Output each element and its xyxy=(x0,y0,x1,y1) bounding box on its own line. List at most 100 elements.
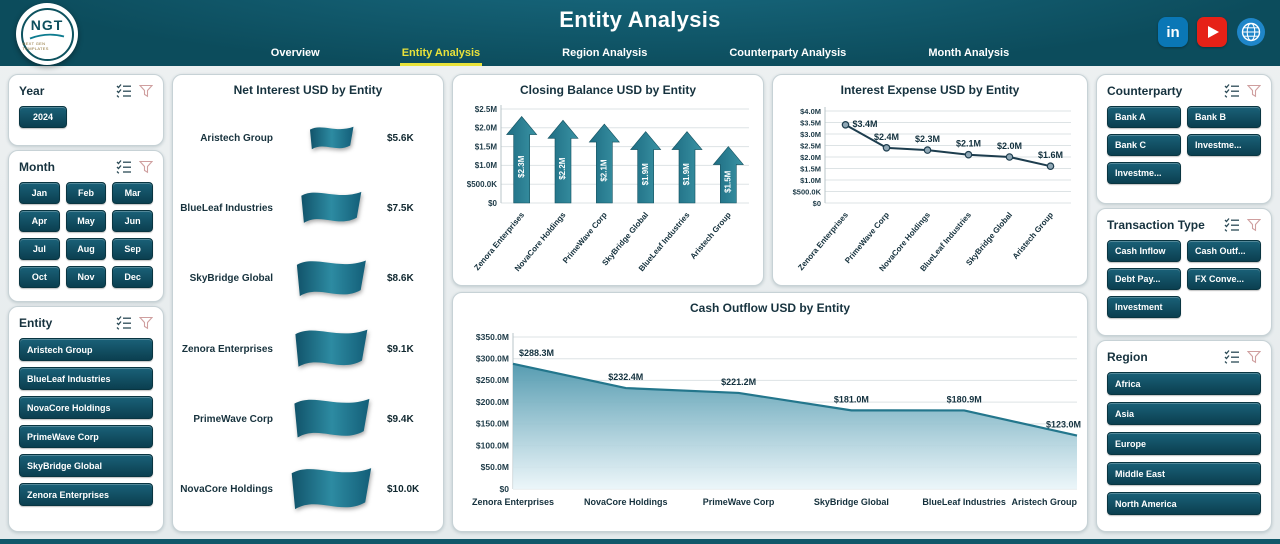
transaction-type-button[interactable]: Cash Outf... xyxy=(1187,240,1261,262)
entity-filter-title: Entity xyxy=(19,315,53,330)
svg-text:$2.0M: $2.0M xyxy=(997,141,1022,151)
slicer-list-icon[interactable] xyxy=(116,315,132,330)
month-button[interactable]: Feb xyxy=(65,182,107,204)
region-button[interactable]: Middle East xyxy=(1107,462,1261,485)
svg-text:$500.0K: $500.0K xyxy=(467,180,497,189)
month-button[interactable]: Aug xyxy=(65,238,107,260)
logo-subtext: NEXT GEN TEMPLATES xyxy=(22,40,49,51)
flag-row: PrimeWave Corp $9.4K xyxy=(179,384,437,454)
net-interest-panel: Net Interest USD by Entity Aristech Grou… xyxy=(172,74,444,532)
slicer-list-icon[interactable] xyxy=(116,159,132,174)
region-button[interactable]: Asia xyxy=(1107,402,1261,425)
entity-button[interactable]: PrimeWave Corp xyxy=(19,425,153,448)
linkedin-icon[interactable]: in xyxy=(1158,17,1188,47)
filter-icon[interactable] xyxy=(139,160,153,174)
nav-overview[interactable]: Overview xyxy=(270,47,320,59)
svg-text:$1.5M: $1.5M xyxy=(800,164,821,173)
slicer-list-icon[interactable] xyxy=(1224,349,1240,364)
month-button[interactable]: Jun xyxy=(112,210,153,232)
month-button[interactable]: Nov xyxy=(65,266,107,288)
flag-row: SkyBridge Global $8.6K xyxy=(179,244,437,314)
filter-icon[interactable] xyxy=(1247,350,1261,364)
year-filter-title: Year xyxy=(19,83,45,98)
filter-icon[interactable] xyxy=(1247,84,1261,98)
header: NGT NEXT GEN TEMPLATES Entity Analysis O… xyxy=(0,0,1280,66)
transaction-type-button[interactable]: Investment xyxy=(1107,296,1181,318)
counterparty-button[interactable]: Bank C xyxy=(1107,134,1181,156)
svg-text:$1.0M: $1.0M xyxy=(475,161,498,170)
filter-icon[interactable] xyxy=(139,84,153,98)
slicer-list-icon[interactable] xyxy=(1224,83,1240,98)
web-icon[interactable] xyxy=(1236,17,1266,47)
region-button[interactable]: Europe xyxy=(1107,432,1261,455)
nav-month-analysis[interactable]: Month Analysis xyxy=(928,47,1010,59)
nav-region-analysis[interactable]: Region Analysis xyxy=(562,47,648,59)
slicer-list-icon[interactable] xyxy=(116,83,132,98)
entity-label: Aristech Group xyxy=(200,132,273,144)
transaction-type-button[interactable]: Cash Inflow xyxy=(1107,240,1181,262)
transaction-type-filter-title: Transaction Type xyxy=(1107,217,1205,232)
region-button[interactable]: North America xyxy=(1107,492,1261,515)
counterparty-button[interactable]: Bank A xyxy=(1107,106,1181,128)
month-button[interactable]: Jan xyxy=(19,182,60,204)
filter-icon[interactable] xyxy=(1247,218,1261,232)
entity-button[interactable]: Zenora Enterprises xyxy=(19,483,153,506)
interest-expense-panel: Interest Expense USD by Entity $0 $500.0K… xyxy=(772,74,1088,286)
entity-button[interactable]: Aristech Group xyxy=(19,338,153,361)
region-filter-title: Region xyxy=(1107,349,1148,364)
region-button[interactable]: Africa xyxy=(1107,372,1261,395)
svg-text:$0: $0 xyxy=(813,199,821,208)
svg-text:$2.0M: $2.0M xyxy=(800,153,821,162)
month-button[interactable]: Apr xyxy=(19,210,60,232)
svg-text:Aristech Group: Aristech Group xyxy=(1011,497,1077,507)
svg-text:$1.6M: $1.6M xyxy=(1038,150,1063,160)
social-icons: in xyxy=(1158,17,1266,47)
svg-text:SkyBridge Global: SkyBridge Global xyxy=(600,211,650,268)
transaction-type-button[interactable]: Debt Pay... xyxy=(1107,268,1181,290)
filter-icon[interactable] xyxy=(139,316,153,330)
net-interest-chart-title: Net Interest USD by Entity xyxy=(233,83,383,97)
month-filter-icons xyxy=(116,159,153,174)
svg-text:$500.0K: $500.0K xyxy=(793,187,822,196)
transaction-type-filter-panel: Transaction Type Cash Inflow Cash Outf..… xyxy=(1096,208,1272,336)
svg-text:NovaCore Holdings: NovaCore Holdings xyxy=(584,497,668,507)
flag-row: NovaCore Holdings $10.0K xyxy=(179,455,437,525)
value-label: $5.6K xyxy=(387,132,414,144)
svg-text:$288.3M: $288.3M xyxy=(519,348,554,358)
svg-text:$3.5M: $3.5M xyxy=(800,118,821,127)
svg-text:$2.5M: $2.5M xyxy=(800,141,821,150)
month-button[interactable]: Sep xyxy=(112,238,153,260)
transaction-type-button[interactable]: FX Conve... xyxy=(1187,268,1261,290)
counterparty-button[interactable]: Investme... xyxy=(1187,134,1261,156)
counterparty-button[interactable]: Investme... xyxy=(1107,162,1181,184)
month-button[interactable]: Mar xyxy=(112,182,153,204)
value-label: $9.1K xyxy=(387,343,414,355)
youtube-icon[interactable] xyxy=(1197,17,1227,47)
svg-text:$2.3M: $2.3M xyxy=(915,134,940,144)
month-button[interactable]: Oct xyxy=(19,266,60,288)
interest-expense-chart: $0 $500.0K $1.0M $1.5M $2.0M $2.5M $3.0M $3.5M $… xyxy=(775,99,1085,283)
slicer-list-icon[interactable] xyxy=(1224,217,1240,232)
entity-button[interactable]: SkyBridge Global xyxy=(19,454,153,477)
nav-counterparty-analysis[interactable]: Counterparty Analysis xyxy=(729,47,847,59)
transaction-type-filter-icons xyxy=(1224,217,1261,232)
cash-outflow-panel: Cash Outflow USD by Entity $0 $50.0M $100.… xyxy=(452,292,1088,532)
month-button[interactable]: May xyxy=(65,210,107,232)
svg-text:$2.1M: $2.1M xyxy=(956,139,981,149)
entity-button[interactable]: NovaCore Holdings xyxy=(19,396,153,419)
ngt-logo: NGT NEXT GEN TEMPLATES xyxy=(16,3,78,65)
svg-text:$2.3M: $2.3M xyxy=(517,155,526,178)
year-button[interactable]: 2024 xyxy=(19,106,67,128)
entity-button[interactable]: BlueLeaf Industries xyxy=(19,367,153,390)
month-filter-title: Month xyxy=(19,159,55,174)
value-label: $7.5K xyxy=(387,202,414,214)
nav-entity-analysis[interactable]: Entity Analysis xyxy=(399,43,483,66)
month-button[interactable]: Jul xyxy=(19,238,60,260)
play-icon xyxy=(1207,26,1219,38)
entity-filter-icons xyxy=(116,315,153,330)
svg-text:$1.5M: $1.5M xyxy=(475,142,498,151)
month-button[interactable]: Dec xyxy=(112,266,153,288)
counterparty-button[interactable]: Bank B xyxy=(1187,106,1261,128)
svg-text:$150.0M: $150.0M xyxy=(476,419,509,429)
month-filter-panel: Month Jan Feb Mar Apr May Jun Jul Aug Se… xyxy=(8,150,164,302)
